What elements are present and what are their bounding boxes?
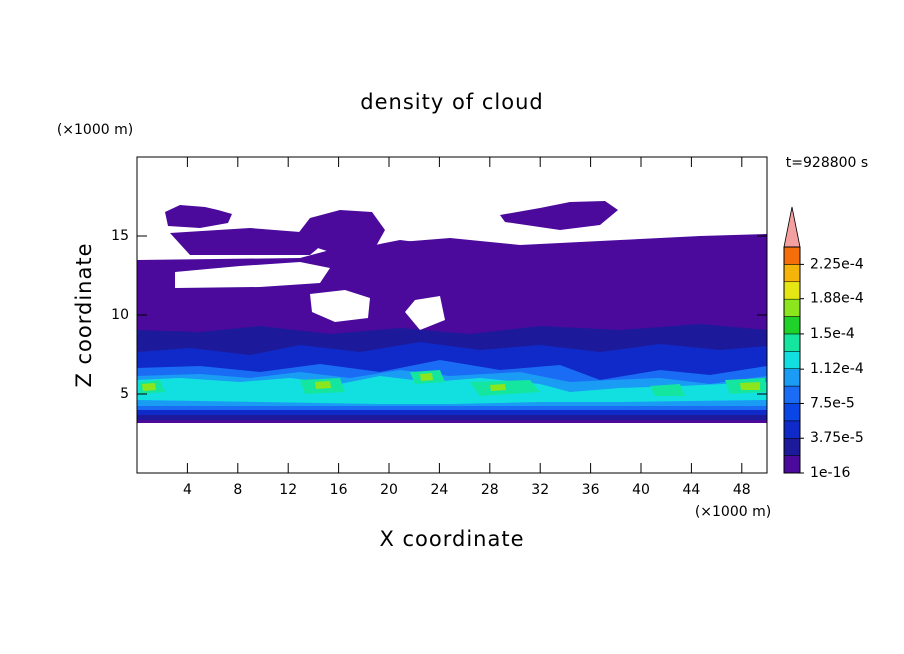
colorbar-band <box>783 455 801 474</box>
x-tick-label: 44 <box>682 482 700 498</box>
x-tick-label: 12 <box>279 482 297 498</box>
x-tick-label: 28 <box>481 482 499 498</box>
colorbar-band <box>783 298 801 317</box>
x-tick-label: 16 <box>330 482 348 498</box>
colorbar-tick-label: 2.25e-4 <box>810 256 864 272</box>
colorbar-frame <box>783 246 801 474</box>
colorbar-tick-label: 1.88e-4 <box>810 291 864 307</box>
colorbar-tick-label: 3.75e-5 <box>810 430 864 446</box>
y-tick-label: 5 <box>120 386 129 402</box>
colorbar-band <box>783 333 801 352</box>
y-tick-label: 15 <box>111 228 129 244</box>
colorbar-band <box>783 368 801 387</box>
colorbar-band <box>783 351 801 369</box>
chart-title: density of cloud <box>360 90 543 114</box>
x-tick-label: 24 <box>430 482 448 498</box>
y-axis-label: Z coordinate <box>72 242 96 387</box>
colorbar-band <box>783 385 801 404</box>
colorbar-tick-label: 1e-16 <box>810 465 850 481</box>
x-tick-label: 32 <box>531 482 549 498</box>
colorbar-tick-label: 1.12e-4 <box>810 361 864 377</box>
colorbar-band <box>783 246 801 265</box>
y-unit: (×1000 m) <box>57 122 133 138</box>
colorbar-band <box>783 420 801 439</box>
colorbar-extend <box>783 206 801 248</box>
contour-field <box>137 201 767 423</box>
colorbar-band <box>783 437 801 456</box>
x-tick-label: 20 <box>380 482 398 498</box>
x-tick-label: 8 <box>233 482 242 498</box>
colorbar-band <box>783 316 801 335</box>
x-unit: (×1000 m) <box>695 504 771 520</box>
x-axis-label: X coordinate <box>379 527 524 551</box>
x-tick-label: 4 <box>183 482 192 498</box>
time-label: t=928800 s <box>786 155 868 171</box>
colorbar-band <box>783 403 801 422</box>
colorbar-tick-label: 7.5e-5 <box>810 395 855 411</box>
y-tick-label: 10 <box>111 307 129 323</box>
x-tick-label: 48 <box>733 482 751 498</box>
colorbar-band <box>783 264 801 283</box>
colorbar-band <box>783 281 801 300</box>
colorbar-tick-label: 1.5e-4 <box>810 326 855 342</box>
x-tick-label: 36 <box>582 482 600 498</box>
x-tick-label: 40 <box>632 482 650 498</box>
